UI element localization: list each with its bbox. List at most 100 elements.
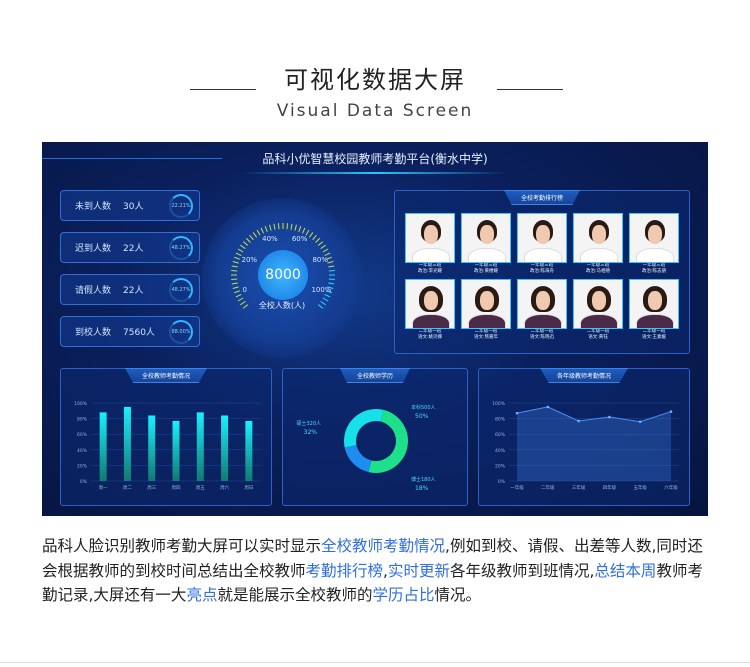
description: 品科人脸识别教师考勤大屏可以实时显示全校教师考勤情况,例如到校、请假、出差等人数… (42, 534, 712, 608)
teacher-class: 一年级三班 (586, 263, 610, 268)
x-tick-label: 周二 (123, 485, 132, 491)
gauge-tick-label: 40% (262, 235, 278, 244)
body-text: ,例如到校、请假、出差等人数,同时还会根据教师的到校时间总结出全校教师 (42, 537, 703, 580)
x-tick-label: 周六 (220, 484, 229, 491)
gauge-tick (328, 278, 335, 281)
y-tick-label: 100% (492, 401, 506, 407)
gauge-tick-label: 60% (291, 235, 308, 244)
teacher-photo (629, 279, 679, 329)
total-gauge: 8000 全校人数(人) 0 20% 40% 60% 80% 100% (202, 198, 362, 358)
gauge-tick (320, 244, 326, 250)
stat-percent: 22.21% (171, 203, 191, 209)
header: 可视化数据大屏 Visual Data Screen (0, 60, 750, 121)
teacher-card[interactable]: 一年级三班 政治:黄楼耀 (461, 213, 511, 275)
teacher-card[interactable]: 一年级三班 政治:陈海舟 (517, 213, 567, 275)
teacher-card[interactable]: 一年级三班 政治:李光耀 (405, 213, 455, 275)
data-point (608, 415, 611, 419)
body-text: 就是能展示全校教师的 (217, 586, 373, 604)
gauge-tick (298, 225, 302, 232)
teacher-photo (405, 279, 455, 329)
gauge-tick (235, 252, 242, 257)
gauge-tick (315, 237, 321, 243)
teacher-card[interactable]: 二年级一班 语文:陈晓迅 (517, 279, 567, 341)
y-tick-label: 0% (498, 479, 506, 485)
teacher-card[interactable]: 一年级三班 政治:马相德 (573, 213, 623, 275)
teacher-card[interactable]: 二年级一班 语文:姚贝娜 (405, 279, 455, 341)
panel-title: 各年级教师考勤情况 (539, 368, 629, 383)
gauge-tick (269, 224, 272, 231)
gauge-tick (273, 223, 276, 230)
gauge-tick-label: 100% (311, 286, 332, 295)
gauge-tick (305, 229, 310, 236)
slice-percent: 18% (415, 485, 429, 492)
gauge-tick (328, 282, 335, 285)
area-line (516, 406, 672, 423)
stat-label: 迟到人数 (75, 244, 112, 254)
gauge-tick (326, 256, 333, 260)
teacher-name: 语文:姚贝娜 (417, 335, 443, 340)
x-tick-label: 四年级 (603, 484, 617, 491)
education-panel: 全校教师学历 本科500人 50% 博士180人 18% 硕士320人 32% (282, 368, 468, 506)
y-tick-label: 0% (80, 479, 88, 485)
teacher-photo (629, 213, 679, 263)
area-chart: 0% 20% 40% 60% 80% 100% 一年级 二年级 三年级 四年级 五年级 六年级 (492, 401, 679, 491)
gauge-tick (249, 234, 254, 241)
gauge-ticks (231, 223, 335, 309)
x-tick-label: 周四 (172, 485, 181, 491)
divider (242, 172, 508, 174)
teacher-photo (573, 213, 623, 263)
teacher-photo (517, 213, 567, 263)
gauge-tick (328, 265, 335, 268)
dashboard-title: 品科小优智慧校园教师考勤平台(衡水中学) (262, 152, 488, 166)
teacher-card[interactable]: 二年级一班 语文:王素媛 (629, 279, 679, 341)
slice-label: 博士180人 (411, 476, 436, 483)
teacher-name: 政治:陈海舟 (529, 269, 555, 274)
gauge-label: 全校人数(人) (258, 301, 306, 310)
y-tick-label: 20% (77, 463, 88, 469)
highlight-text: 实时更新 (387, 561, 450, 580)
teacher-name: 政治:李光耀 (417, 269, 443, 274)
teacher-card[interactable]: 二年级一班 语文:黄钰 (573, 279, 623, 341)
page-subtitle: Visual Data Screen (276, 101, 474, 121)
gauge-tick (231, 278, 238, 281)
stat-percent-ring: 22.21% (169, 194, 193, 218)
teacher-card[interactable]: 一年级三班 政治:陈志朋 (629, 213, 679, 275)
gauge-tick (232, 261, 239, 264)
gauge-tick (326, 290, 333, 294)
x-tick-label: 周三 (147, 485, 156, 491)
y-tick-label: 80% (495, 417, 506, 423)
teacher-card[interactable]: 二年级一班 语文:熊嘉年 (461, 279, 511, 341)
gauge-tick (232, 286, 239, 289)
teacher-class: 一年级三班 (418, 263, 442, 268)
donut-slice (344, 409, 384, 448)
gauge-tick (327, 286, 334, 289)
teacher-photo (461, 279, 511, 329)
teacher-class: 一年级三班 (642, 263, 666, 268)
highlight-text: 亮点 (186, 586, 218, 604)
body-text: 教师考勤记录,大屏还有一大 (42, 561, 703, 605)
gauge-tick (264, 225, 268, 232)
divider (497, 89, 563, 90)
data-point (515, 411, 519, 415)
teacher-photo (461, 213, 511, 263)
teacher-name: 政治:黄楼耀 (473, 269, 499, 274)
stat-percent: 88.00% (171, 329, 191, 335)
ranking-panel: 全校考勤排行榜 一年级三班 政治:李光耀 一年级三班 政治:黄楼耀 一年级三班 政治:陈海… (394, 190, 690, 354)
teacher-class: 二年级一班 (474, 329, 498, 334)
gauge-tick-label: 0 (242, 286, 248, 295)
gauge-tick (231, 282, 238, 285)
gauge-tick (294, 224, 297, 231)
gauge-tick (233, 256, 240, 260)
dashboard-screenshot: 品科小优智慧校园教师考勤平台(衡水中学) 未到人数 30人 22.21% 迟到人数 22… (42, 142, 708, 516)
x-tick-label: 周日 (244, 485, 253, 491)
y-tick-label: 100% (74, 401, 88, 407)
bar (148, 415, 156, 481)
bar (245, 420, 253, 481)
stat-card: 请假人数 22人 48.27% (60, 274, 200, 305)
slice-label: 硕士320人 (296, 420, 321, 427)
teacher-class: 二年级一班 (642, 329, 666, 334)
divider (42, 158, 222, 159)
gauge-tick (277, 223, 280, 230)
stat-percent-ring: 48.27% (169, 236, 193, 260)
highlight-text: 考勤排行榜 (305, 561, 384, 580)
